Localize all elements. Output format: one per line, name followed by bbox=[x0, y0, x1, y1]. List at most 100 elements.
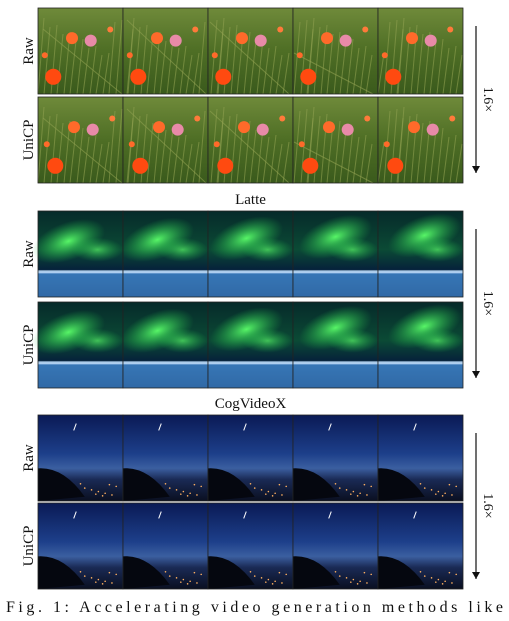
grass bbox=[172, 136, 180, 184]
flower bbox=[171, 123, 184, 136]
flower bbox=[86, 123, 99, 136]
city-light bbox=[352, 578, 355, 581]
video-frame bbox=[122, 502, 209, 590]
city-light bbox=[111, 494, 113, 496]
flower bbox=[385, 68, 402, 85]
grass bbox=[256, 127, 264, 184]
grass bbox=[339, 40, 347, 95]
city-light bbox=[186, 583, 189, 585]
video-frame bbox=[292, 7, 379, 95]
speedup-label: 1.6× bbox=[480, 87, 495, 112]
frame-border bbox=[377, 301, 464, 389]
video-frame bbox=[292, 414, 379, 502]
grass bbox=[236, 122, 244, 184]
video-frame bbox=[292, 301, 379, 389]
speedup-label: 1.6× bbox=[480, 493, 495, 518]
flower bbox=[383, 141, 390, 148]
flower bbox=[364, 115, 371, 122]
video-frame bbox=[377, 502, 464, 590]
city-light bbox=[448, 571, 451, 574]
model-group: CogVideoX Raw UniCP 1.6× bbox=[21, 396, 495, 590]
grass bbox=[256, 38, 264, 95]
city-light bbox=[363, 483, 366, 486]
city-light bbox=[419, 483, 422, 485]
grass bbox=[326, 122, 334, 184]
city-light bbox=[363, 571, 366, 574]
grass bbox=[42, 117, 123, 184]
flower bbox=[279, 115, 286, 122]
grass bbox=[108, 21, 116, 95]
grass bbox=[243, 31, 251, 95]
ice-line bbox=[378, 361, 463, 365]
city-light bbox=[104, 580, 106, 583]
aurora-glow bbox=[327, 328, 378, 353]
comet bbox=[73, 423, 77, 431]
speedup-label: 1.6× bbox=[480, 291, 495, 316]
comet bbox=[328, 511, 332, 519]
hill bbox=[378, 556, 425, 589]
video-frame bbox=[207, 7, 294, 95]
city-light bbox=[451, 494, 453, 496]
grass bbox=[76, 38, 84, 95]
hill bbox=[123, 556, 170, 589]
hill bbox=[123, 468, 170, 501]
flower bbox=[406, 32, 418, 45]
grass bbox=[333, 120, 341, 184]
grass bbox=[210, 108, 218, 184]
frame-border bbox=[377, 210, 464, 298]
comet bbox=[328, 423, 332, 431]
grass bbox=[126, 19, 207, 95]
grass bbox=[346, 127, 354, 184]
grass bbox=[359, 134, 367, 184]
grass bbox=[76, 127, 84, 184]
model-title: Latte bbox=[235, 192, 266, 208]
flower bbox=[426, 123, 439, 136]
city-light bbox=[182, 490, 185, 493]
grass bbox=[243, 120, 251, 184]
grass bbox=[416, 33, 424, 95]
grass bbox=[416, 122, 424, 184]
grass bbox=[275, 54, 283, 95]
city-light bbox=[253, 575, 256, 577]
city-light bbox=[356, 583, 359, 585]
row-label: Raw bbox=[21, 444, 37, 472]
hill bbox=[293, 468, 340, 501]
hill bbox=[293, 556, 340, 589]
grass bbox=[230, 24, 238, 95]
flower bbox=[408, 121, 420, 134]
flower bbox=[132, 157, 149, 174]
flower bbox=[236, 32, 248, 45]
city-light bbox=[334, 483, 337, 485]
ice bbox=[378, 362, 463, 388]
city-light bbox=[455, 573, 458, 576]
city-light bbox=[265, 581, 267, 583]
flower bbox=[339, 34, 352, 47]
flower bbox=[449, 115, 456, 122]
flower bbox=[192, 26, 199, 33]
grass bbox=[293, 21, 301, 95]
grass bbox=[126, 117, 134, 184]
grass bbox=[69, 129, 77, 184]
city-light bbox=[175, 489, 178, 491]
grass bbox=[115, 19, 123, 95]
grass bbox=[282, 141, 290, 184]
city-light bbox=[115, 573, 117, 576]
grass bbox=[436, 127, 444, 184]
flower bbox=[341, 123, 354, 136]
comet bbox=[243, 511, 247, 519]
ice bbox=[293, 362, 378, 388]
grass bbox=[377, 52, 385, 95]
grass bbox=[339, 129, 347, 184]
aurora-glow bbox=[412, 328, 463, 353]
video-frame bbox=[122, 7, 209, 95]
flower bbox=[323, 121, 335, 134]
flower bbox=[387, 157, 404, 174]
grass bbox=[216, 117, 224, 184]
flower bbox=[153, 121, 165, 134]
city-light bbox=[164, 483, 167, 485]
grass bbox=[185, 54, 193, 95]
city-light bbox=[281, 494, 283, 496]
flower bbox=[107, 26, 114, 33]
city-light bbox=[97, 490, 100, 493]
